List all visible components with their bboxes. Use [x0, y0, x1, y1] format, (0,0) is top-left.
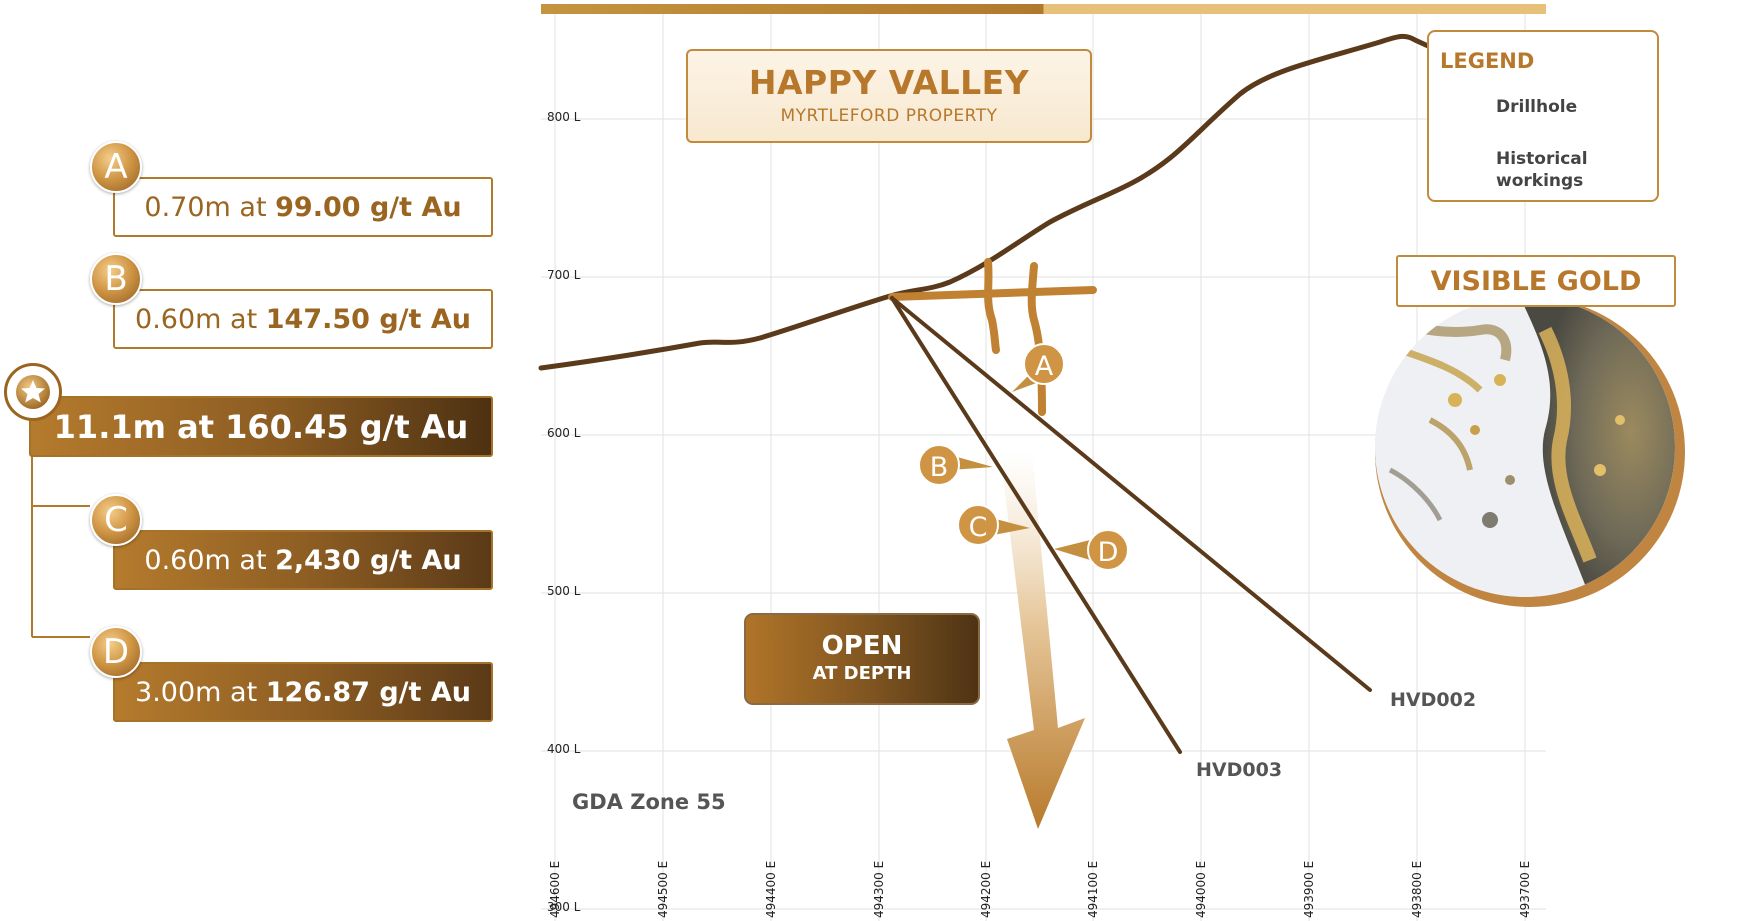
- easting-label-494200: 494200 E: [979, 861, 993, 918]
- intercept-c-badge: C: [90, 494, 142, 546]
- top-bar: [541, 4, 1546, 14]
- intercept-connectors: [31, 444, 90, 638]
- intercept-b-grade: 147.50 g/t Au: [265, 303, 471, 335]
- easting-label-494100: 494100 E: [1086, 861, 1100, 918]
- intercept-c-grade: 2,430 g/t Au: [275, 544, 462, 576]
- elevation-label-500: 500 L: [547, 584, 581, 598]
- section-pin-a-label: A: [1035, 351, 1054, 382]
- intercept-a-badge: A: [90, 141, 142, 193]
- elevation-labels: 800 L 700 L 600 L 500 L 400 L 300 L: [547, 110, 581, 914]
- open-at-depth-arrow: [1000, 452, 1085, 829]
- intercept-d-prefix: 3.00m at: [135, 676, 266, 708]
- visible-gold-label: VISIBLE GOLD: [1396, 255, 1676, 307]
- section-pin-c-label: C: [969, 512, 988, 543]
- easting-label-493900: 493900 E: [1302, 861, 1316, 918]
- easting-label-493700: 493700 E: [1518, 861, 1532, 918]
- section-pin-a: A: [1012, 343, 1065, 392]
- drillhole-hvd003: [890, 296, 1182, 754]
- intercept-c-box: 0.60m at 2,430 g/t Au: [113, 530, 493, 590]
- page-title: HAPPY VALLEY: [748, 63, 1030, 102]
- easting-label-494300: 494300 E: [872, 861, 886, 918]
- elevation-label-300: 300 L: [547, 900, 581, 914]
- easting-label-494600: 494600 E: [548, 861, 562, 918]
- intercept-c-prefix: 0.60m at: [144, 544, 276, 576]
- star-icon: [16, 375, 50, 409]
- easting-label-494500: 494500 E: [656, 861, 670, 918]
- section-pin-d-label: D: [1098, 537, 1119, 568]
- easting-label-494000: 494000 E: [1194, 861, 1208, 918]
- topography-line: [538, 33, 1453, 371]
- open-at-depth-title: OPEN: [821, 631, 903, 661]
- easting-label-494400: 494400 E: [764, 861, 778, 918]
- projection-label: GDA Zone 55: [572, 790, 726, 814]
- open-at-depth-box: OPEN AT DEPTH: [744, 613, 980, 705]
- easting-labels: 494600 E 494500 E 494400 E 494300 E 4942…: [548, 861, 1532, 918]
- drillhole-label-hvd002: HVD002: [1390, 689, 1476, 711]
- elevation-label-600: 600 L: [547, 426, 581, 440]
- drillhole-hvd002: [890, 296, 1372, 692]
- legend-item-drillhole: Drillhole: [1496, 97, 1578, 117]
- elevation-label-400: 400 L: [547, 742, 581, 756]
- elevation-label-800: 800 L: [547, 110, 581, 124]
- drillhole-label-hvd003: HVD003: [1196, 759, 1282, 781]
- intercept-a-prefix: 0.70m at: [144, 191, 276, 223]
- intercept-a-grade: 99.00 g/t Au: [275, 191, 462, 223]
- legend-title: LEGEND: [1440, 49, 1535, 73]
- section-pin-b-label: B: [930, 452, 949, 483]
- intercept-main-box: 11.1m at 160.45 g/t Au: [29, 396, 493, 457]
- intercept-d-box: 3.00m at 126.87 g/t Au: [113, 662, 493, 722]
- section-pins: A B C D: [918, 343, 1129, 571]
- legend: LEGEND Drillhole Historical workings: [1427, 30, 1659, 202]
- legend-item-historical-workings: Historical workings: [1496, 149, 1588, 191]
- elevation-label-700: 700 L: [547, 268, 581, 282]
- intercept-b-box: 0.60m at 147.50 g/t Au: [113, 289, 493, 349]
- open-at-depth-subtitle: AT DEPTH: [812, 663, 912, 684]
- intercept-d-grade: 126.87 g/t Au: [265, 676, 471, 708]
- intercept-d-badge: D: [90, 626, 142, 678]
- historical-workings: [888, 258, 1097, 416]
- intercept-b-badge: B: [90, 253, 142, 305]
- page-subtitle: MYRTLEFORD PROPERTY: [780, 106, 998, 126]
- intercept-a-box: 0.70m at 99.00 g/t Au: [113, 177, 493, 237]
- easting-label-493800: 493800 E: [1410, 861, 1424, 918]
- drillholes: [890, 296, 1372, 754]
- intercept-b-prefix: 0.60m at: [135, 303, 266, 335]
- title-box: HAPPY VALLEY MYRTLEFORD PROPERTY: [686, 49, 1092, 143]
- star-badge: [4, 363, 62, 421]
- section-pin-b: B: [918, 444, 993, 486]
- visible-gold-photo: [1375, 297, 1685, 607]
- section-pin-d: D: [1054, 529, 1129, 571]
- section-pin-c: C: [957, 504, 1030, 546]
